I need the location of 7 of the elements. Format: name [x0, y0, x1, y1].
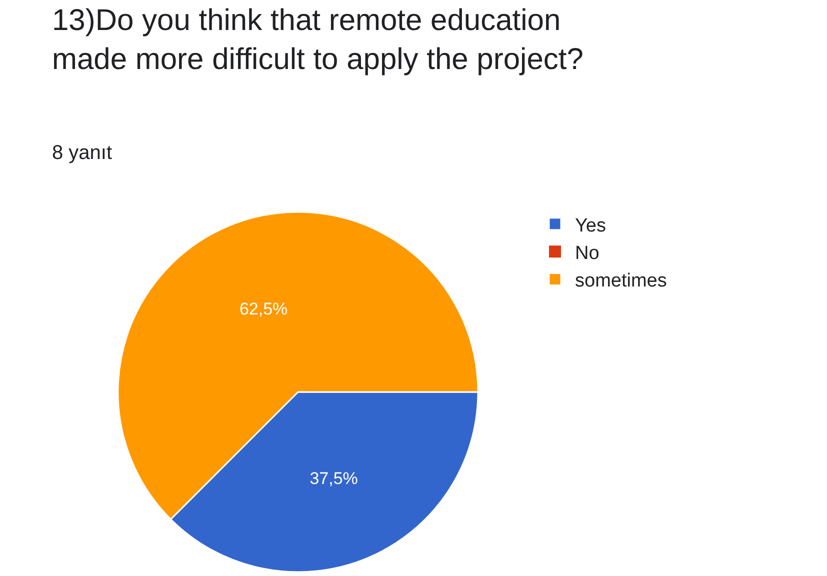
legend-label: Yes	[575, 215, 606, 236]
data-label: 62,5%	[239, 299, 288, 318]
data-label: 37,5%	[310, 468, 358, 488]
legend-label: No	[575, 242, 600, 264]
chart-title: 13)Do you think that remote education made more difficult to apply the project?	[52, 4, 584, 76]
legend-label: sometimes	[575, 270, 667, 292]
chart-subtitle: 8 yanıt	[52, 142, 112, 164]
